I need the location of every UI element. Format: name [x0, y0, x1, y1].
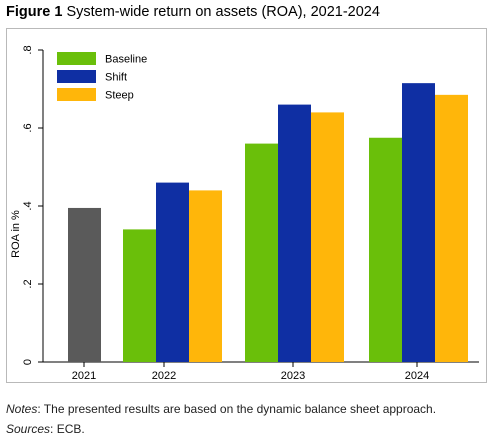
- bar-shift-2023: [278, 104, 311, 362]
- y-tick-label: .2: [22, 279, 34, 288]
- bar-steep-2024: [435, 94, 468, 362]
- x-tick-label: 2023: [281, 370, 305, 382]
- x-tick-label: 2021: [72, 370, 96, 382]
- bar-shift-2022: [156, 182, 189, 362]
- y-tick-label: .8: [22, 45, 34, 54]
- bar-steep-2022: [189, 190, 222, 362]
- y-tick-label: 0: [22, 359, 34, 365]
- legend-swatch-baseline: [57, 52, 96, 65]
- y-tick-label: .6: [22, 123, 34, 132]
- notes-label: Notes: [6, 402, 38, 416]
- figure-title: Figure 1 System-wide return on assets (R…: [6, 4, 380, 20]
- bar-baseline-2022: [123, 229, 156, 362]
- legend-label-baseline: Baseline: [105, 54, 147, 66]
- figure-label: Figure 1: [6, 4, 63, 20]
- sources-text: : ECB.: [50, 422, 85, 436]
- bar-baseline-2023: [245, 143, 278, 362]
- legend-swatch-shift: [57, 70, 96, 83]
- chart-frame: 0 .2 .4 .6 .8 ROA in % 2021 2022 2023 2024 Baselin…: [6, 28, 487, 383]
- figure-title-text: System-wide return on assets (ROA), 2021…: [66, 4, 380, 20]
- sources-line: Sources: ECB.: [6, 422, 85, 436]
- x-tick-label: 2022: [152, 370, 176, 382]
- bar-historical-2021: [68, 207, 101, 362]
- roa-bar-chart: 0 .2 .4 .6 .8 ROA in % 2021 2022 2023 2024 Baselin…: [10, 45, 479, 382]
- notes-text: : The presented results are based on the…: [37, 402, 437, 416]
- legend-label-steep: Steep: [105, 90, 134, 102]
- sources-label: Sources: [6, 422, 51, 436]
- bar-shift-2024: [402, 83, 435, 363]
- bar-baseline-2024: [369, 137, 402, 362]
- bar-steep-2023: [311, 112, 344, 363]
- legend-swatch-steep: [57, 88, 96, 101]
- y-tick-label: .4: [22, 201, 34, 210]
- legend-label-shift: Shift: [105, 72, 127, 84]
- x-tick-label: 2024: [405, 370, 429, 382]
- y-axis-title: ROA in %: [10, 210, 22, 258]
- notes-line: Notes: The presented results are based o…: [6, 402, 436, 416]
